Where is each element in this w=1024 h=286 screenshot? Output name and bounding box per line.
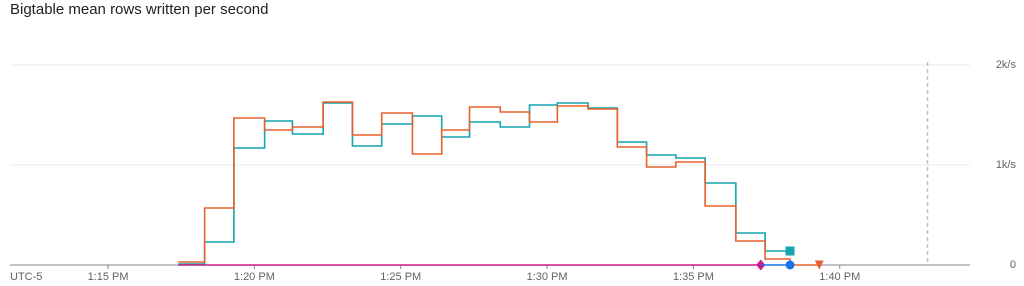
x-tick-label: 1:15 PM	[88, 271, 129, 283]
timezone-label: UTC-5	[10, 271, 42, 283]
x-tick-label: 1:30 PM	[527, 271, 568, 283]
y-tick-label: 1k/s	[996, 159, 1017, 171]
x-tick-label: 1:35 PM	[673, 271, 714, 283]
series-line	[178, 102, 790, 265]
end-marker	[814, 260, 824, 270]
end-marker	[785, 260, 795, 270]
series-line	[178, 101, 820, 266]
end-marker	[785, 246, 795, 256]
chart-title: Bigtable mean rows written per second	[10, 1, 268, 18]
x-tick-label: 1:20 PM	[234, 271, 275, 283]
x-tick-label: 1:25 PM	[380, 271, 421, 283]
y-tick-label: 2k/s	[996, 59, 1017, 71]
y-tick-label: 0	[1010, 259, 1016, 271]
x-tick-label: 1:40 PM	[819, 271, 860, 283]
